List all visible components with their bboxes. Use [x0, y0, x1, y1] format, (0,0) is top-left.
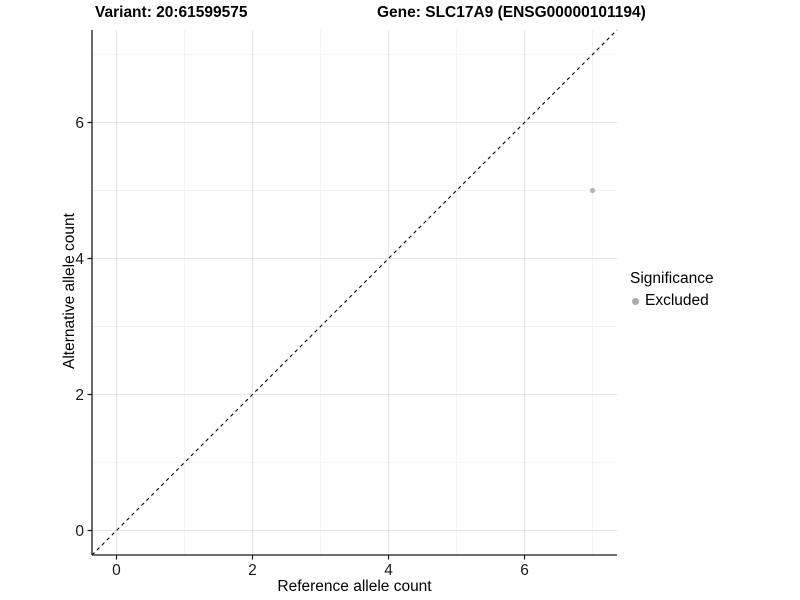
y-tick-label: 6 [75, 115, 84, 132]
legend: Significance Excluded [630, 270, 714, 310]
y-tick-label: 2 [75, 387, 84, 404]
plot-title-gene: Gene: SLC17A9 (ENSG00000101194) [377, 4, 646, 21]
plot-title-variant: Variant: 20:61599575 [95, 4, 248, 21]
y-tick-label: 0 [75, 523, 84, 540]
x-tick-label: 6 [520, 562, 529, 579]
x-tick-label: 4 [384, 562, 393, 579]
y-axis-title: Alternative allele count [61, 213, 78, 369]
x-tick-label: 0 [112, 562, 121, 579]
data-point-excluded [589, 187, 596, 194]
y-tick-label: 4 [75, 251, 84, 268]
legend-entry-label: Excluded [645, 292, 709, 309]
identity-dashed-line [91, 29, 618, 556]
x-tick-label: 2 [248, 562, 257, 579]
x-axis-title: Reference allele count [277, 578, 432, 595]
legend-point-icon [632, 297, 639, 305]
legend-entry-excluded: Excluded [630, 292, 714, 310]
legend-title: Significance [630, 270, 714, 287]
